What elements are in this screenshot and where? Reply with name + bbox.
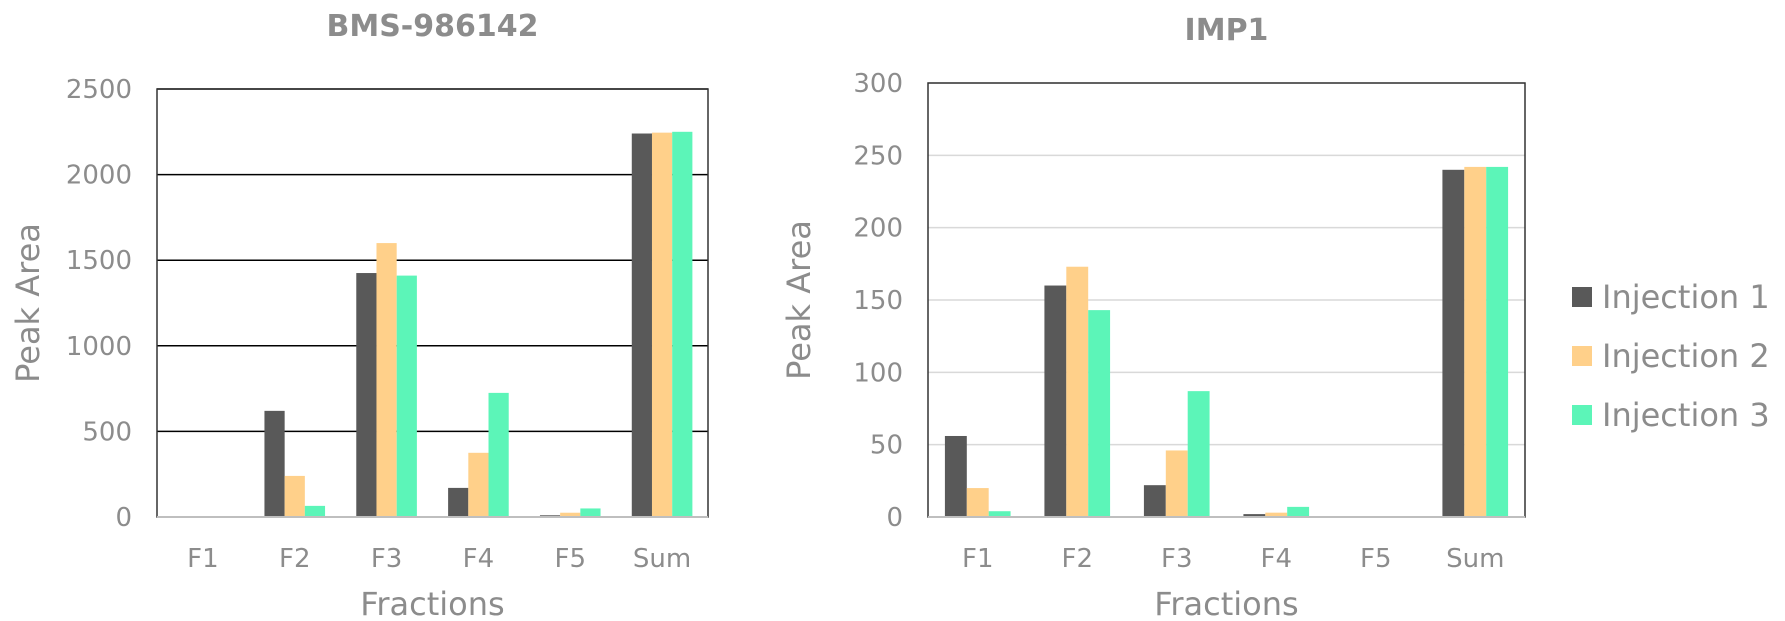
- bar-f2-series-2: [284, 475, 305, 517]
- y-tick-label: 1500: [66, 246, 132, 276]
- y-axis-label: Peak Area: [780, 220, 818, 380]
- bar-sum-series-2: [1464, 166, 1487, 517]
- bar-f3-series-1: [356, 273, 377, 517]
- y-tick-label: 200: [853, 214, 903, 244]
- x-tick-label: F2: [279, 544, 311, 574]
- x-tick-label: F4: [1261, 544, 1293, 574]
- bar-f4-series-1: [1243, 514, 1266, 517]
- x-tick-label: F3: [371, 544, 403, 574]
- x-tick-label: Sum: [633, 544, 691, 574]
- y-axis-label: Peak Area: [9, 223, 47, 383]
- legend-label: Injection 3: [1602, 396, 1770, 434]
- y-tick-label: 1000: [66, 332, 132, 362]
- bar-f5-series-2: [560, 512, 581, 517]
- bar-f1-series-3: [988, 511, 1011, 517]
- x-tick-label: Sum: [1446, 544, 1504, 574]
- x-tick-label: F3: [1161, 544, 1193, 574]
- bar-f3-series-2: [1165, 450, 1188, 517]
- y-tick-label: 2500: [66, 75, 132, 105]
- bar-sum-series-1: [631, 133, 652, 517]
- bar-f5-series-3: [580, 508, 601, 517]
- bar-f4-series-2: [468, 452, 489, 517]
- x-tick-label: F4: [463, 544, 495, 574]
- bar-f2-series-3: [1088, 310, 1111, 517]
- x-axis-label: Fractions: [360, 585, 504, 621]
- bar-f2-series-1: [264, 410, 285, 517]
- x-tick-label: F5: [555, 544, 587, 574]
- bar-sum-series-3: [1486, 166, 1509, 517]
- legend-label: Injection 2: [1602, 337, 1770, 375]
- x-tick-label: F1: [187, 544, 219, 574]
- legend-swatch: [1572, 346, 1592, 366]
- bar-sum-series-3: [672, 131, 693, 518]
- y-tick-label: 100: [853, 358, 903, 388]
- y-tick-label: 500: [82, 417, 132, 447]
- bar-f3-series-3: [396, 275, 417, 517]
- legend-label: Injection 1: [1602, 278, 1770, 316]
- legend-swatch: [1572, 287, 1592, 307]
- y-tick-label: 150: [853, 286, 903, 316]
- legend-swatch: [1572, 405, 1592, 425]
- y-tick-label: 0: [115, 503, 132, 533]
- bar-f4-series-3: [1287, 506, 1310, 517]
- chart-title: IMP1: [1185, 13, 1269, 48]
- y-tick-label: 300: [853, 69, 903, 99]
- bar-f4-series-2: [1265, 512, 1288, 517]
- bar-f2-series-1: [1044, 285, 1067, 517]
- x-axis-label: Fractions: [1154, 585, 1298, 621]
- chart-imp1: IMP1 0 50 100 150 200 250 300 F1 F2 F3 F4 F5 Sum Fract…: [780, 13, 1526, 621]
- y-tick-label: 0: [886, 503, 903, 533]
- y-tick-label: 250: [853, 141, 903, 171]
- x-tick-label: F2: [1062, 544, 1094, 574]
- bar-f1-series-2: [966, 488, 989, 517]
- bar-f4-series-3: [488, 392, 509, 517]
- bar-f3-series-3: [1187, 391, 1210, 517]
- chart-bms-986142: BMS-986142 0 500 1000 1500 2000 2500 F1 F2 F3 F4 F5…: [9, 9, 709, 621]
- bar-f3-series-1: [1143, 485, 1166, 517]
- legend: Injection 1 Injection 2 Injection 3: [1572, 278, 1770, 434]
- bar-f3-series-2: [376, 243, 397, 517]
- bar-f2-series-3: [304, 505, 326, 517]
- y-tick-label: 50: [870, 431, 903, 461]
- y-tick-label: 2000: [66, 161, 132, 191]
- plot-frame: [156, 88, 709, 518]
- bar-sum-series-2: [651, 132, 673, 517]
- chart-title: BMS-986142: [326, 9, 538, 44]
- bar-f2-series-2: [1066, 266, 1089, 517]
- x-tick-label: F1: [962, 544, 994, 574]
- bar-sum-series-1: [1442, 169, 1465, 518]
- x-tick-label: F5: [1360, 544, 1392, 574]
- bar-f1-series-1: [944, 435, 967, 517]
- bar-f4-series-1: [448, 487, 469, 517]
